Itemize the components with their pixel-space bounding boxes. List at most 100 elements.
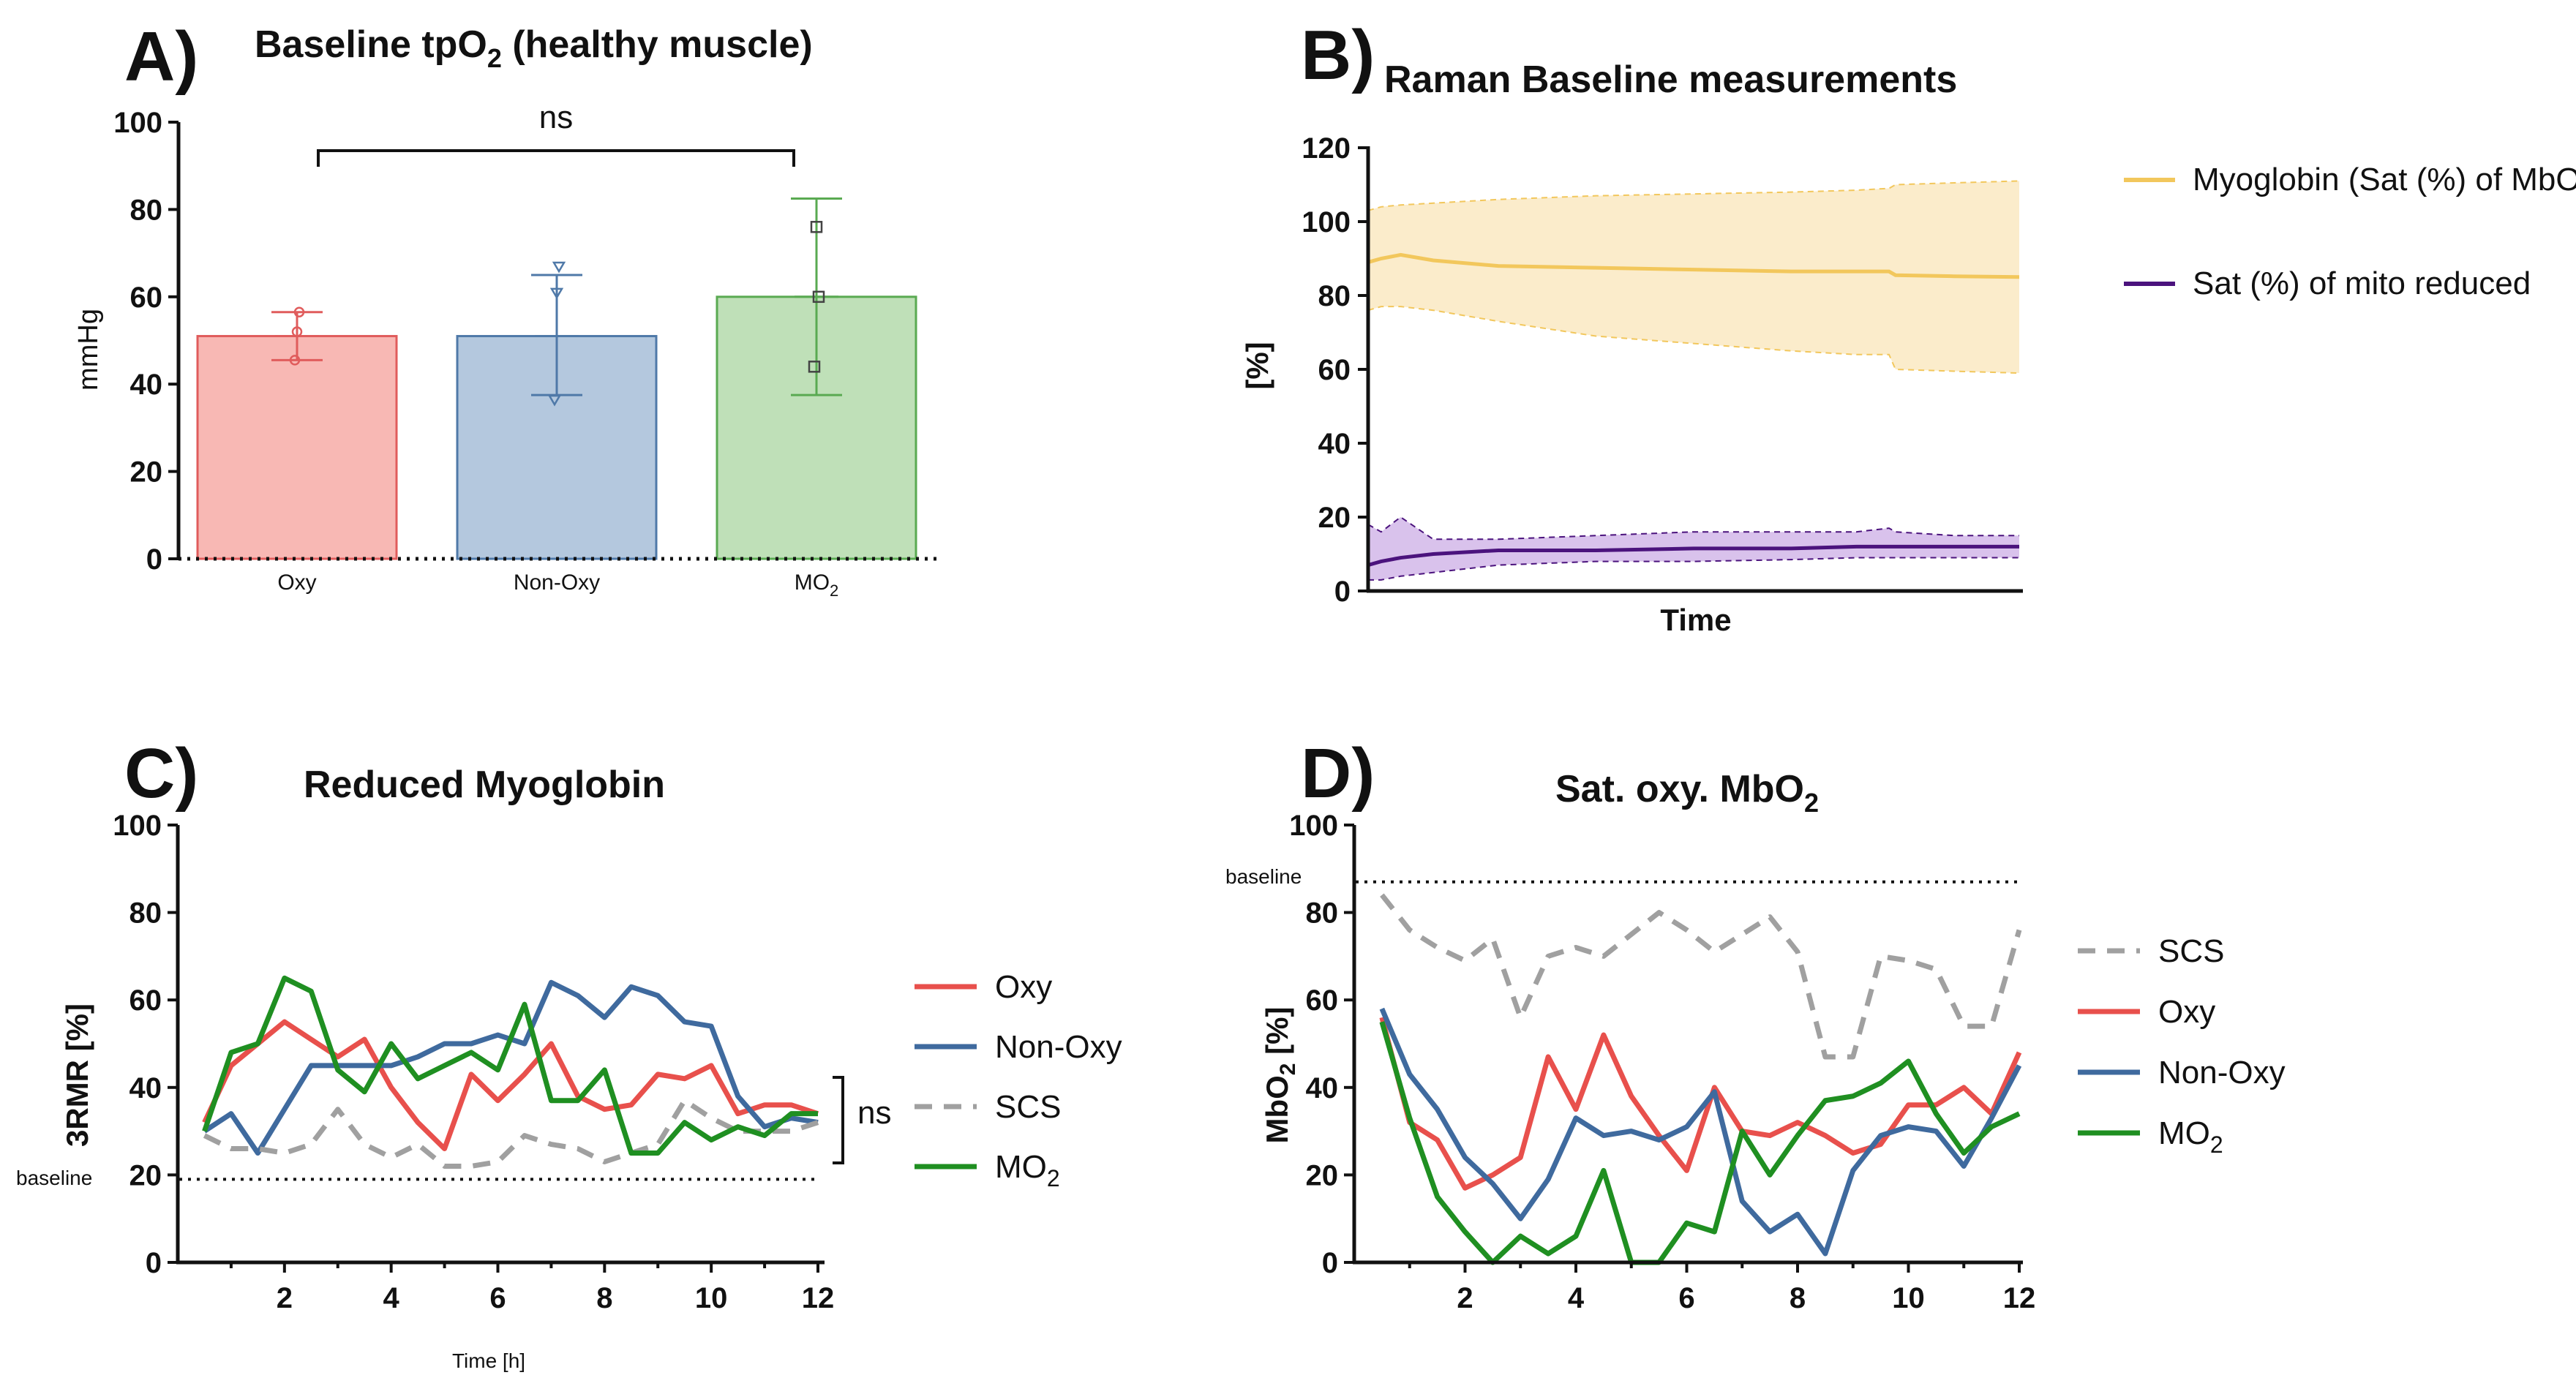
x-tick-label: Oxy: [277, 570, 316, 595]
legend-text: Oxy: [2158, 994, 2215, 1030]
y-tick-label: 100: [113, 107, 162, 139]
x-tick-label: 10: [695, 1282, 728, 1314]
x-tick-label: 6: [1678, 1282, 1694, 1314]
data-point: [291, 326, 303, 337]
bar-oxy: [196, 335, 398, 560]
panel-b-y-ticks: 0 20 40 60 80 100 120: [1302, 132, 1368, 608]
y-tick-label: 100: [113, 810, 162, 842]
panel-c-baseline-label: baseline: [16, 1167, 92, 1189]
x-tick-text: Non-Oxy: [514, 570, 600, 595]
x-tick-label: 6: [489, 1282, 506, 1314]
legend-text: Oxy: [995, 969, 1052, 1005]
panel-c-label: C): [124, 734, 198, 813]
panel-a-significance-bracket: [317, 149, 795, 167]
panel-b-ylabel: [%]: [1240, 342, 1274, 389]
panel-c-title: Reduced Myoglobin: [304, 764, 665, 806]
series-line-0: [1367, 252, 2020, 279]
y-tick-label: 100: [1289, 810, 1338, 842]
panel-a-bars: Oxy Non-Oxy MO2: [196, 197, 917, 600]
x-tick-label: 12: [2003, 1282, 2036, 1314]
data-point: [552, 261, 566, 274]
y-tick-label: 100: [1302, 206, 1351, 238]
data-point: [812, 290, 825, 304]
y-tick-label: 80: [129, 897, 162, 930]
legend-label-oxy: Oxy: [995, 969, 1052, 1005]
x-tick-label: Non-Oxy: [514, 570, 600, 595]
x-tick-label: 12: [802, 1282, 835, 1314]
panel-c-legend: Oxy Non-Oxy SCS MO2: [915, 969, 1122, 1191]
panel-c-significance-bracket: [833, 1076, 844, 1164]
x-tick-label: 4: [383, 1282, 400, 1314]
y-tick-label: 60: [1318, 354, 1351, 386]
panel-b-label: B): [1301, 16, 1375, 94]
data-point: [547, 394, 562, 407]
panel-d-ylabel: MbO2 [%]: [1260, 1007, 1300, 1144]
x-tick-label: 2: [277, 1282, 293, 1314]
legend-label-scs: SCS: [2158, 933, 2224, 969]
x-tick-sub: 2: [830, 581, 838, 600]
series-line-1: [1367, 544, 2019, 568]
series-line-mo: [202, 975, 818, 1156]
band-edge-lower: [1368, 557, 2019, 581]
panel-a-label: A): [124, 18, 198, 96]
legend-label-oxy: Oxy: [2158, 994, 2215, 1030]
series-line-oxy: [202, 1019, 819, 1152]
panel-c-line-chart: C) Reduced Myoglobin 3RMR [%] Time [h] 0…: [16, 734, 1122, 1372]
y-tick-label: 80: [1318, 280, 1351, 312]
legend-label-mo: MO2: [995, 1149, 1060, 1191]
panel-c-plot-area: [179, 975, 819, 1181]
legend-text: SCS: [2158, 933, 2224, 969]
series-line-scs: [203, 1098, 819, 1169]
y-tick-label: 80: [130, 194, 163, 226]
panel-d-plot-area: [1356, 880, 2022, 1265]
y-tick-label: 0: [1322, 1247, 1338, 1279]
panel-c-ylabel: 3RMR [%]: [60, 1003, 94, 1147]
x-tick-label: 10: [1892, 1282, 1925, 1314]
confidence-band-0: [1368, 181, 2019, 374]
panel-a-title: Baseline tpO2 (healthy muscle): [255, 23, 813, 73]
panel-d-ticks: 0 20 40 60 80 100 2 4 6 8 10 12: [1289, 810, 2035, 1314]
panel-a-ylabel: mmHg: [73, 309, 104, 391]
legend-text: MO: [995, 1149, 1047, 1185]
panel-d-baseline-label: baseline: [1225, 865, 1302, 888]
panel-d-title: Sat. oxy. MbO2: [1555, 768, 1819, 818]
x-tick-label: 2: [1457, 1282, 1473, 1314]
panel-b-area-chart: B) Raman Baseline measurements [%] Time …: [1240, 16, 2576, 637]
series-line-oxy: [1379, 1017, 2022, 1191]
legend-text: Non-Oxy: [2158, 1055, 2286, 1091]
data-point: [810, 221, 823, 233]
x-tick-label: 8: [596, 1282, 612, 1314]
legend-sub: 2: [1047, 1165, 1060, 1191]
x-tick-label: 4: [1568, 1282, 1585, 1314]
band-edge-lower: [1367, 306, 2020, 374]
band-edge-upper: [1367, 180, 2020, 211]
legend-label-non-oxy: Non-Oxy: [2158, 1055, 2286, 1091]
y-tick-label: 20: [130, 456, 163, 489]
y-tick-label: 20: [129, 1159, 162, 1191]
band-edge-upper: [1367, 516, 2019, 541]
legend-label-scs: SCS: [995, 1089, 1061, 1125]
legend-label-non-oxy: Non-Oxy: [995, 1029, 1122, 1065]
data-point: [293, 306, 305, 317]
y-tick-label: 60: [129, 984, 162, 1017]
legend-mito-label: Sat (%) of mito reduced: [2193, 265, 2531, 301]
legend-sub: 2: [2210, 1131, 2223, 1158]
panel-b-plot-area: [1367, 180, 2020, 581]
y-tick-label: 0: [146, 1247, 162, 1279]
panel-d-line-chart: D) Sat. oxy. MbO2 MbO2 [%] 0 20 40 60 80 100 2…: [1225, 734, 2286, 1314]
series-line-scs: [1380, 893, 2022, 1060]
y-tick-label: 40: [1318, 428, 1351, 460]
panel-d-label: D): [1301, 734, 1375, 813]
panel-c-significance: ns: [857, 1095, 891, 1131]
legend-myoglobin-label: Myoglobin (Sat (%) of MbO2): [2193, 162, 2576, 204]
panel-a-significance: ns: [539, 99, 573, 135]
panel-a-bar-chart: A) Baseline tpO2 (healthy muscle) mmHg 0…: [73, 18, 938, 600]
panel-a-y-ticks: 0 20 40 60 80 100: [113, 107, 179, 576]
y-tick-label: 20: [1318, 502, 1351, 534]
y-tick-label: 60: [130, 282, 163, 314]
panel-c-xlabel: Time [h]: [452, 1349, 525, 1372]
panel-b-title: Raman Baseline measurements: [1384, 59, 1957, 101]
y-tick-label: 20: [1306, 1159, 1339, 1191]
data-point: [808, 361, 821, 373]
